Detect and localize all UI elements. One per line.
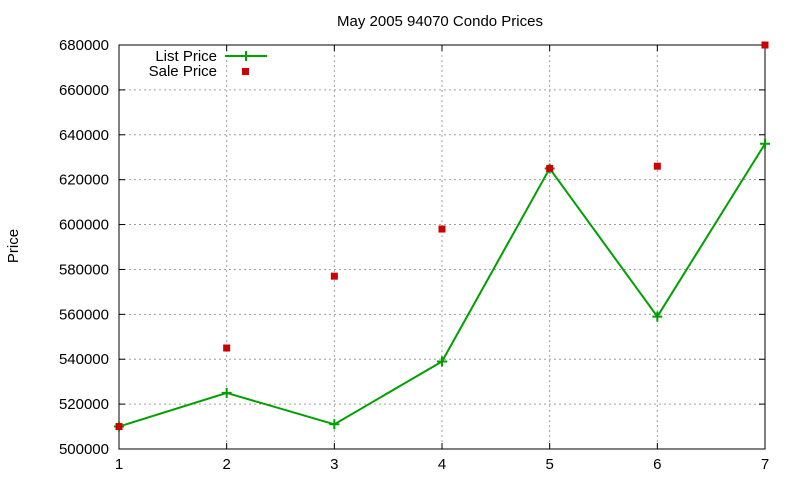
data-point-sale-price	[653, 162, 661, 170]
data-point-list-price	[329, 419, 340, 430]
data-point-list-price	[760, 138, 770, 149]
x-tick-label: 7	[761, 456, 769, 473]
x-tick-label: 3	[330, 456, 338, 473]
x-tick-label: 5	[545, 456, 553, 473]
series-sale-price	[115, 41, 769, 431]
y-tick-label: 540000	[59, 351, 109, 368]
data-point-list-price	[221, 387, 232, 398]
y-tick-label: 500000	[59, 441, 109, 458]
legend-label-sale-price: Sale Price	[149, 63, 217, 80]
y-tick-label: 640000	[59, 127, 109, 144]
y-tick-label: 520000	[59, 396, 109, 413]
data-point-sale-price	[330, 272, 338, 280]
x-tick-label: 2	[222, 456, 230, 473]
data-point-sale-price	[546, 164, 554, 172]
legend-marker-sale-price	[242, 68, 249, 75]
legend-label-list-price: List Price	[155, 48, 217, 65]
data-point-list-price	[437, 356, 447, 367]
x-axis: 1 2 3 4 5 6 7	[115, 45, 769, 473]
y-tick-label: 660000	[59, 82, 109, 99]
series-layer	[114, 41, 770, 432]
y-axis: 500000 520000 540000 560000 580000 600000 6200…	[59, 37, 765, 458]
data-point-sale-price	[761, 41, 769, 49]
data-point-sale-price	[223, 344, 231, 352]
data-point-list-price	[652, 311, 663, 322]
grid	[119, 45, 765, 449]
legend-marker-list-price	[241, 51, 251, 61]
x-tick-label: 1	[115, 456, 123, 473]
y-axis-label: Price	[5, 229, 22, 263]
y-tick-label: 580000	[59, 261, 109, 278]
data-point-sale-price	[438, 225, 446, 233]
legend: List Price Sale Price	[149, 48, 267, 80]
y-tick-label: 600000	[59, 217, 109, 234]
data-point-sale-price	[115, 423, 123, 431]
y-tick-label: 560000	[59, 306, 109, 323]
chart-title: May 2005 94070 Condo Prices	[337, 13, 543, 30]
y-tick-label: 620000	[59, 172, 109, 189]
x-tick-label: 4	[438, 456, 446, 473]
y-tick-label: 680000	[59, 37, 109, 54]
x-tick-label: 6	[653, 456, 661, 473]
